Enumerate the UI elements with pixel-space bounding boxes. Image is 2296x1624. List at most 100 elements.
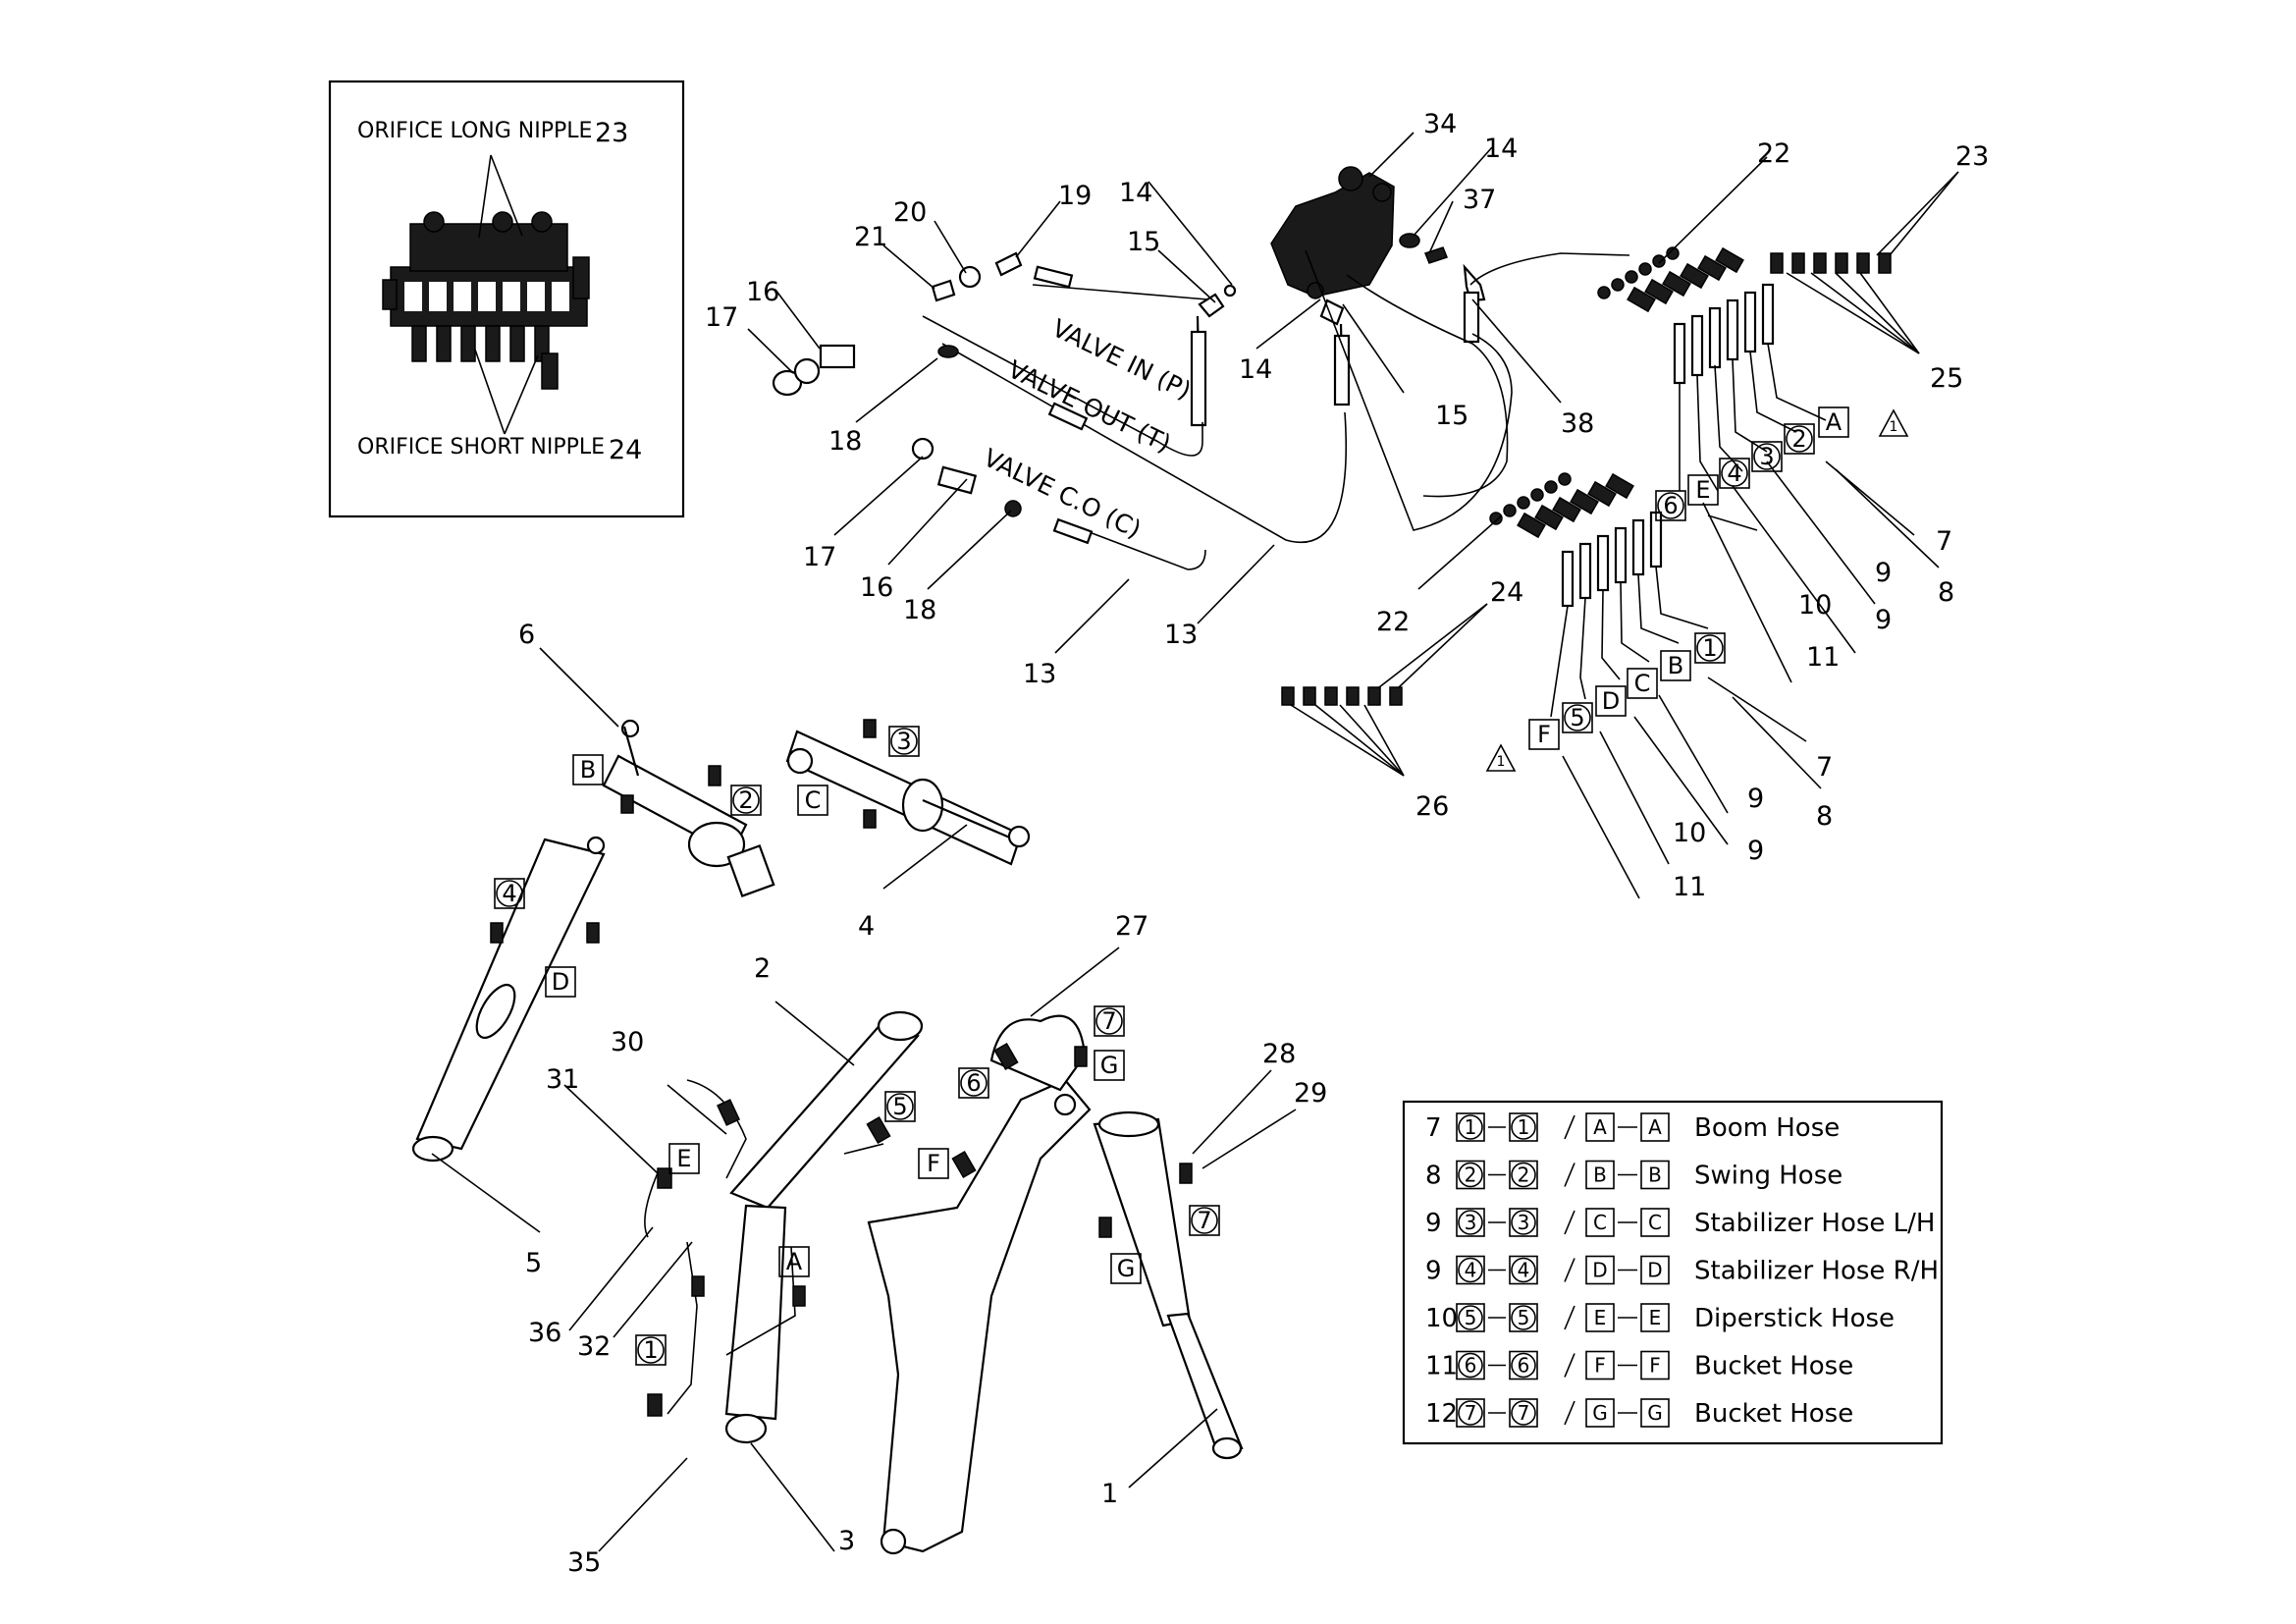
stabilizer-cylinder-rh <box>411 836 606 1163</box>
legend-tag-label: E <box>1594 1306 1607 1329</box>
callout-29: 29 <box>1294 1078 1327 1109</box>
callout-15: 15 <box>1435 401 1468 431</box>
legend-tag-label: C <box>1593 1211 1607 1234</box>
tag-b: B <box>1668 652 1683 679</box>
callout-35: 35 <box>567 1547 601 1578</box>
legend-tag-box <box>1640 1398 1670 1428</box>
legend-tag-circle <box>1511 1352 1536 1379</box>
legend-row-no: 7 <box>1425 1113 1442 1143</box>
leader-lines <box>431 132 1959 1552</box>
callout-9: 9 <box>1747 784 1764 814</box>
callout-9: 9 <box>1875 558 1892 588</box>
cylinder-hoses <box>490 719 1193 1417</box>
inset-leader <box>474 349 506 435</box>
legend-row-no: 11 <box>1425 1352 1458 1381</box>
legend-tag-circle <box>1511 1400 1536 1426</box>
legend-tag-box <box>1585 1303 1615 1332</box>
callout-14: 14 <box>1119 178 1152 208</box>
tag-circle <box>1721 460 1748 487</box>
callout-11: 11 <box>1806 642 1840 673</box>
callout-2: 2 <box>754 953 771 984</box>
callout-18: 18 <box>828 426 862 457</box>
swing-cylinder <box>602 719 775 897</box>
callout-16: 16 <box>860 572 893 603</box>
callout-28: 28 <box>1262 1039 1296 1069</box>
legend-tag-box <box>1456 1398 1485 1428</box>
callout-22: 22 <box>1376 607 1410 637</box>
callout-36: 36 <box>528 1318 561 1348</box>
legend-hose-name: Diperstick Hose <box>1694 1304 1895 1333</box>
legend-tag-label: E <box>1649 1306 1662 1329</box>
legend-tag-label: 6 <box>1465 1354 1477 1378</box>
legend-tag-label: 4 <box>1518 1259 1530 1282</box>
part-tags: B 2 3 C 4 D E 5 A 1 6 7 G F 7 G <box>494 726 1220 1366</box>
legend-tag-circle <box>1511 1305 1536 1330</box>
legend-hose-name: Swing Hose <box>1694 1162 1842 1191</box>
tag-box <box>1655 490 1686 521</box>
tag-circle <box>1786 425 1813 453</box>
callout-31: 31 <box>546 1064 579 1095</box>
legend-slash <box>1564 1114 1575 1140</box>
part-tag-3: 3 <box>896 728 911 755</box>
part-tag-a: A <box>786 1248 803 1275</box>
legend-tag-label: 1 <box>1518 1115 1530 1139</box>
callout-1: 1 <box>1101 1479 1118 1509</box>
legend-tag-box <box>1509 1303 1538 1332</box>
tag-box <box>1784 423 1815 455</box>
legend-tag-label: F <box>1594 1354 1606 1378</box>
legend-tag-box <box>1509 1160 1538 1190</box>
inset-leader <box>490 154 523 237</box>
tag-box <box>1528 719 1560 750</box>
legend-tag-label: D <box>1592 1259 1607 1282</box>
legend-tag-circle <box>1458 1400 1483 1426</box>
callout-15: 15 <box>1127 227 1160 257</box>
inset-leader <box>504 354 539 435</box>
part-tag-c: C <box>805 786 822 814</box>
callout-17: 17 <box>705 302 738 333</box>
tag-4: 4 <box>1727 460 1741 487</box>
callout-21: 21 <box>854 222 887 252</box>
callout-27: 27 <box>1115 911 1148 942</box>
legend-row-no: 10 <box>1425 1304 1458 1333</box>
legend-hose-name: Bucket Hose <box>1694 1352 1853 1381</box>
part-tag-2: 2 <box>738 786 753 814</box>
part-tag-7: 7 <box>1101 1007 1116 1035</box>
legend-tag-label: 7 <box>1465 1401 1477 1425</box>
callout-32: 32 <box>577 1331 611 1362</box>
legend-tag-circle <box>1511 1114 1536 1140</box>
legend-tag-circle <box>1458 1114 1483 1140</box>
legend-tag-box <box>1640 1112 1670 1142</box>
callout-19: 19 <box>1058 181 1092 211</box>
tag-circle <box>1696 634 1724 662</box>
legend-tag-box <box>1640 1160 1670 1190</box>
callout-30: 30 <box>611 1027 644 1057</box>
legend-tag-label: 7 <box>1518 1401 1530 1425</box>
callout-5: 5 <box>525 1248 542 1278</box>
legend-tag-label: 6 <box>1518 1354 1530 1378</box>
tag-box <box>1595 685 1627 717</box>
legend-tag-label: B <box>1648 1164 1662 1187</box>
boom-cylinder <box>724 1010 924 1444</box>
lower-hose-bank <box>1489 472 1709 718</box>
callout-9: 9 <box>1875 605 1892 635</box>
legend-hose-name: Bucket Hose <box>1694 1399 1853 1429</box>
tag-box <box>1627 668 1658 699</box>
callout-10: 10 <box>1673 818 1706 848</box>
inset-top-num: 23 <box>595 118 628 148</box>
boom-arm <box>867 1014 1092 1555</box>
legend-tag-circle <box>1511 1210 1536 1235</box>
legend-row-no: 12 <box>1425 1399 1458 1429</box>
part-tag-6: 6 <box>966 1069 981 1097</box>
legend-tag-box <box>1509 1208 1538 1237</box>
legend-tag-box <box>1456 1208 1485 1237</box>
warning-triangle <box>1485 743 1517 772</box>
callout-11: 11 <box>1673 872 1706 902</box>
legend-tag-box <box>1640 1208 1670 1237</box>
legend-tag-box <box>1456 1112 1485 1142</box>
inset-frame <box>328 80 685 518</box>
legend-tag-box <box>1585 1208 1615 1237</box>
warning-number: 1 <box>1497 754 1506 770</box>
callout-4: 4 <box>858 911 875 942</box>
legend-tag-box <box>1456 1255 1485 1285</box>
legend-hose-name: Boom Hose <box>1694 1113 1840 1143</box>
